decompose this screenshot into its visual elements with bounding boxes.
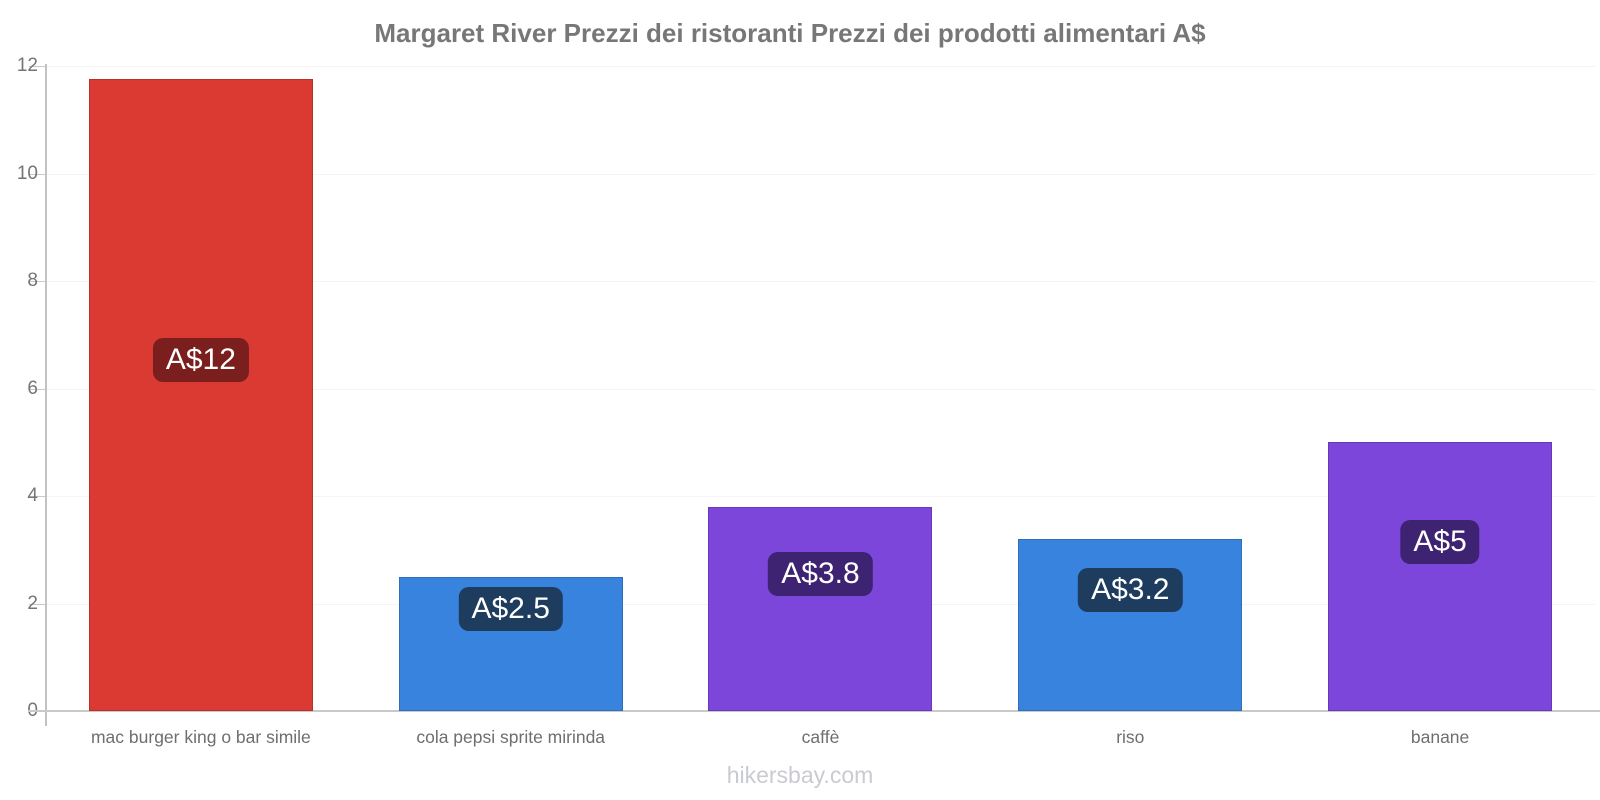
x-axis-label: caffè xyxy=(801,727,840,747)
gridline xyxy=(46,66,1595,67)
x-axis-label: riso xyxy=(1116,727,1145,747)
y-axis-tick xyxy=(29,496,45,497)
bar-1: A$12 xyxy=(88,79,313,711)
gridline xyxy=(46,496,1595,497)
bar-value-label: A$12 xyxy=(152,338,249,383)
chart-title: Margaret River Prezzi dei ristoranti Pre… xyxy=(374,18,1206,48)
y-axis-label: 8 xyxy=(27,270,38,291)
bar-value-label: A$5 xyxy=(1400,519,1480,564)
y-axis-tick xyxy=(29,281,45,282)
bar-4: A$3.2 xyxy=(1018,539,1243,711)
gridline xyxy=(46,281,1595,282)
bar-slot: A$3.2 xyxy=(975,66,1285,711)
bar-value-label: A$3.8 xyxy=(768,551,873,596)
y-axis-tick xyxy=(29,173,45,175)
y-axis-line xyxy=(45,64,47,726)
bar-slot: A$3.8 xyxy=(666,66,976,711)
y-axis-label: 4 xyxy=(27,485,38,506)
bar-slot: A$2.5 xyxy=(356,66,666,711)
gridline xyxy=(46,173,1595,175)
bar-slot: A$5 xyxy=(1285,66,1595,711)
x-axis-label: banane xyxy=(1410,727,1470,747)
y-axis-tick xyxy=(29,388,45,390)
plot-area: A$12 A$2.5 A$3.8 A$3.2 A$5 xyxy=(46,66,1595,711)
x-axis-label: mac burger king o bar simile xyxy=(90,727,311,747)
bar-3: A$3.8 xyxy=(708,506,933,711)
y-axis-tick xyxy=(29,603,45,605)
x-axis-label: cola pepsi sprite mirinda xyxy=(416,727,606,747)
y-axis-tick xyxy=(29,66,45,67)
bar-value-label: A$3.2 xyxy=(1078,568,1183,612)
y-axis-label: 6 xyxy=(27,377,38,399)
bar-2: A$2.5 xyxy=(398,576,623,711)
y-axis-label: 10 xyxy=(16,162,38,184)
footer-watermark: hikersbay.com xyxy=(726,762,874,788)
y-axis-label: 2 xyxy=(27,592,38,614)
bar-slot: A$12 xyxy=(46,66,356,711)
gridline xyxy=(46,388,1595,390)
bar-5: A$5 xyxy=(1328,442,1553,711)
x-axis-line xyxy=(28,710,1600,712)
x-axis-labels: mac burger king o bar simile cola pepsi s… xyxy=(46,727,1595,748)
bar-value-label: A$2.5 xyxy=(458,586,563,631)
y-axis-label: 12 xyxy=(16,55,38,76)
